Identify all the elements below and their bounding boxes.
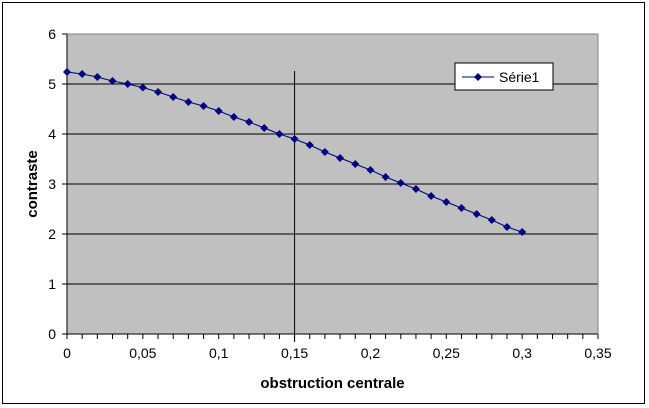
data-point xyxy=(169,93,178,101)
data-point xyxy=(472,210,481,218)
y-tick-labels: 0 1 2 3 4 5 6 xyxy=(48,26,56,342)
data-point xyxy=(290,135,299,143)
data-point xyxy=(305,141,314,149)
y-axis-title: contraste xyxy=(24,150,41,218)
y-tick-label: 3 xyxy=(48,176,56,192)
data-point xyxy=(245,118,254,126)
y-tick-label: 4 xyxy=(48,126,56,142)
data-point xyxy=(93,73,102,81)
x-tick-labels: 0 0,05 0,1 0,15 0,2 0,25 0,3 0,35 xyxy=(63,345,612,361)
x-tick-label: 0,2 xyxy=(361,345,381,361)
data-point xyxy=(351,160,360,168)
data-point xyxy=(518,228,527,236)
legend-marker xyxy=(474,73,482,81)
x-axis-title: obstruction centrale xyxy=(260,375,404,392)
data-point xyxy=(427,192,436,200)
x-tick-label: 0,05 xyxy=(129,345,156,361)
data-point xyxy=(442,198,451,206)
data-point xyxy=(214,107,223,115)
data-point xyxy=(502,223,511,231)
data-point xyxy=(138,83,147,92)
data-point xyxy=(487,216,496,224)
data-point xyxy=(123,80,132,88)
legend: Série1 xyxy=(454,62,554,91)
data-point xyxy=(154,88,163,96)
data-point xyxy=(336,154,345,162)
data-point xyxy=(457,204,466,212)
data-point xyxy=(199,102,208,110)
y-tick-label: 6 xyxy=(48,26,56,42)
y-tick-label: 0 xyxy=(48,326,56,342)
data-point xyxy=(381,173,390,181)
axes xyxy=(62,33,599,339)
data-point xyxy=(260,124,269,132)
data-point xyxy=(411,185,420,193)
data-point xyxy=(63,68,71,76)
x-tick-label: 0,35 xyxy=(584,345,611,361)
y-tick-label: 5 xyxy=(48,76,56,92)
data-point xyxy=(320,148,329,156)
data-point xyxy=(78,70,87,78)
x-tick-label: 0,15 xyxy=(281,345,308,361)
data-point xyxy=(396,179,405,187)
legend-label: Série1 xyxy=(499,69,540,85)
data-point xyxy=(108,77,117,85)
data-point xyxy=(275,130,284,138)
data-point xyxy=(366,166,375,174)
data-point xyxy=(229,113,238,121)
x-tick-label: 0 xyxy=(63,345,71,361)
y-tick-label: 1 xyxy=(48,276,56,292)
data-point xyxy=(184,98,193,106)
x-tick-label: 0,25 xyxy=(433,345,460,361)
y-tick-label: 2 xyxy=(48,226,56,242)
series-group xyxy=(63,68,527,236)
x-tick-label: 0,1 xyxy=(209,345,229,361)
x-tick-label: 0,3 xyxy=(512,345,532,361)
